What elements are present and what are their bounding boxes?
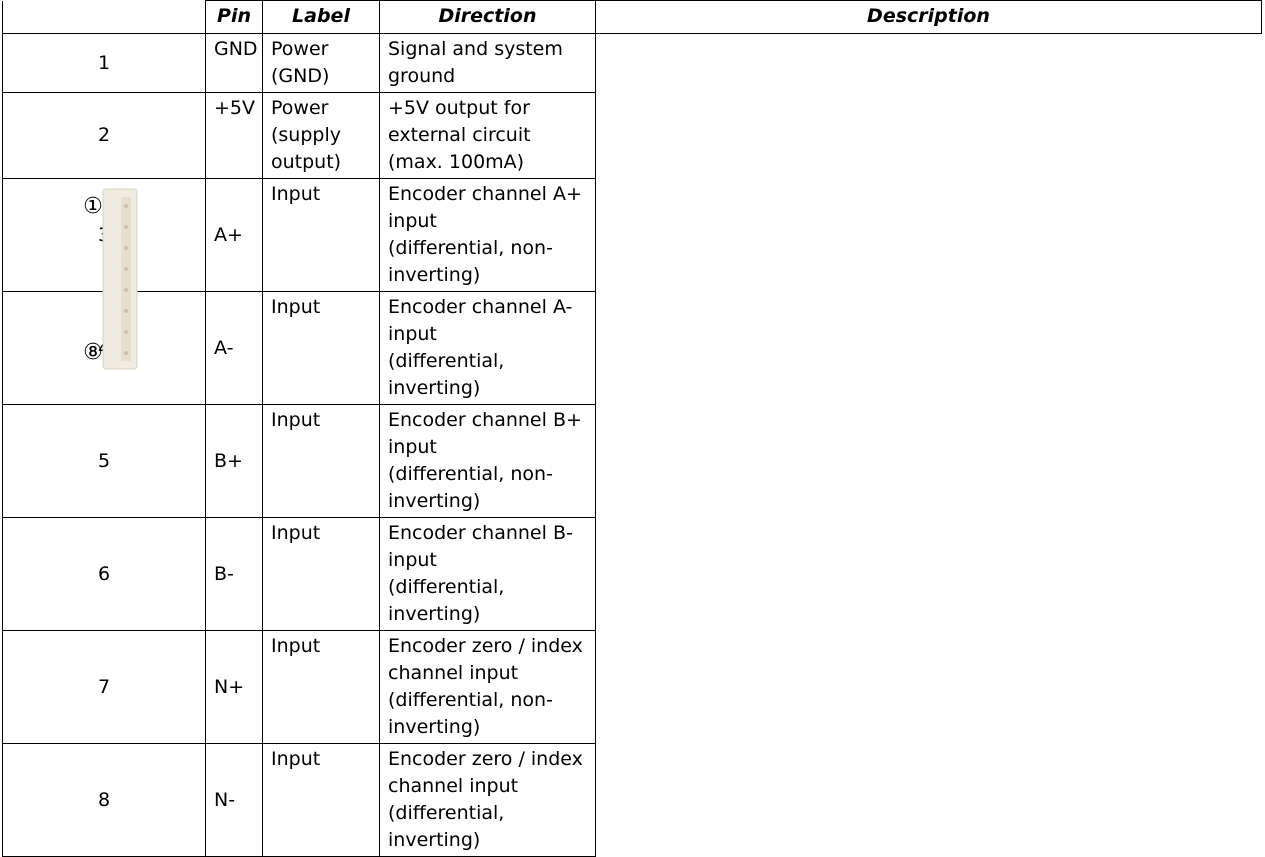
description-line: Encoder channel B+ input xyxy=(388,409,582,458)
description-line: Encoder zero / index channel input xyxy=(388,748,583,797)
direction-cell: Input xyxy=(262,404,380,518)
description-cell: Encoder channel B+ input (differential, n… xyxy=(379,404,596,518)
connector-image: ① ⑧ xyxy=(83,188,138,369)
table-row: 8 N- Input Encoder zero / index channel inp… xyxy=(2,743,1262,857)
description-cell: Encoder zero / index channel input (diffe… xyxy=(379,630,596,744)
direction-line: Input xyxy=(271,748,321,770)
column-header: Pin xyxy=(205,0,263,34)
table-row: 7 N+ Input Encoder zero / index channel inp… xyxy=(2,630,1262,744)
header-row: ① ⑧ Pin Label Direction Description xyxy=(2,0,1262,369)
direction-line: Input xyxy=(271,183,321,205)
description-cell: Encoder channel A+ input (differential, n… xyxy=(379,178,596,292)
description-line: Encoder channel A+ input xyxy=(388,183,582,232)
description-line: (differential, inverting) xyxy=(388,802,505,851)
direction-line: Input xyxy=(271,522,321,544)
description-line: (differential, non-inverting) xyxy=(388,237,553,286)
label-cell: B+ xyxy=(205,404,263,518)
description-line: (differential, inverting) xyxy=(388,350,505,399)
label-cell: A+ xyxy=(205,178,263,292)
description-cell: +5V output for external circuit (max. 10… xyxy=(379,92,596,179)
label-cell: +5V xyxy=(205,92,263,179)
table-row: 5 B+ Input Encoder channel B+ input (differe… xyxy=(2,404,1262,518)
column-header: Description xyxy=(595,0,1262,34)
description-line: +5V output for external circuit (max. 10… xyxy=(388,97,531,173)
description-line: Encoder channel B- input xyxy=(388,522,573,571)
column-header: Label xyxy=(262,0,380,34)
pin-cell: 7 xyxy=(2,630,206,744)
label-cell: N- xyxy=(205,743,263,857)
pin-8-marker: ⑧ xyxy=(83,340,103,365)
direction-cell: Input xyxy=(262,178,380,292)
label-cell: GND xyxy=(205,33,263,93)
connector-pins xyxy=(124,203,128,355)
direction-line: Power (GND) xyxy=(271,38,330,87)
table-row: 1 GND Power (GND) Signal and system ground xyxy=(2,33,1262,93)
pin-cell: 5 xyxy=(2,404,206,518)
label-cell: B- xyxy=(205,517,263,631)
direction-cell: Input xyxy=(262,517,380,631)
pin-cell: 2 xyxy=(2,92,206,179)
column-header: Direction xyxy=(379,0,596,34)
direction-line: Input xyxy=(271,296,321,318)
description-line: (differential, inverting) xyxy=(388,576,505,625)
direction-cell: Power (supply output) xyxy=(262,92,380,179)
description-line: Encoder zero / index channel input xyxy=(388,635,583,684)
connector-cell: ① ⑧ xyxy=(2,0,206,369)
pin-1-marker: ① xyxy=(83,194,103,219)
direction-line: Input xyxy=(271,409,321,431)
description-cell: Encoder channel A- input (differential, i… xyxy=(379,291,596,405)
description-cell: Encoder zero / index channel input (diffe… xyxy=(379,743,596,857)
direction-line: (supply output) xyxy=(271,124,342,173)
description-line: (differential, non-inverting) xyxy=(388,689,553,738)
label-cell: N+ xyxy=(205,630,263,744)
direction-cell: Input xyxy=(262,630,380,744)
description-cell: Encoder channel B- input (differential, i… xyxy=(379,517,596,631)
direction-line: Input xyxy=(271,635,321,657)
direction-cell: Input xyxy=(262,291,380,405)
pin-cell: 8 xyxy=(2,743,206,857)
connector-body xyxy=(102,188,138,369)
connector-slot xyxy=(121,196,131,361)
description-line: (differential, non-inverting) xyxy=(388,463,553,512)
direction-cell: Power (GND) xyxy=(262,33,380,93)
label-cell: A- xyxy=(205,291,263,405)
description-line: Signal and system ground xyxy=(388,38,563,87)
description-cell: Signal and system ground xyxy=(379,33,596,93)
table-row: 2 +5V Power (supply output) +5V output for e… xyxy=(2,92,1262,179)
direction-line: Power xyxy=(271,97,329,119)
direction-cell: Input xyxy=(262,743,380,857)
description-line: Encoder channel A- input xyxy=(388,296,573,345)
